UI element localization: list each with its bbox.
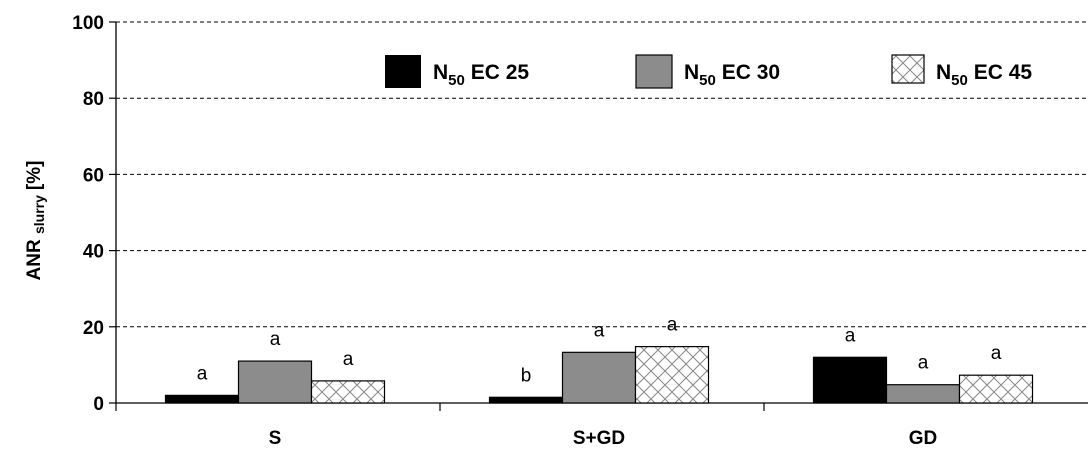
bar — [310, 380, 386, 404]
legend-label: N50 EC 25 — [433, 61, 529, 89]
bar — [561, 351, 637, 404]
y-tick-label: 100 — [72, 13, 104, 34]
significance-label: a — [197, 363, 208, 384]
legend-label-sub: 50 — [951, 72, 968, 89]
legend-swatch — [385, 55, 421, 88]
y-axis-title-main: ANR — [24, 234, 45, 280]
category-label: S — [269, 428, 282, 449]
legend-swatch — [891, 54, 925, 84]
legend-label-main: N — [936, 61, 951, 84]
legend: N50 EC 25 N50 EC 30 N50 EC 45 — [385, 54, 1032, 89]
significance-label: a — [594, 320, 605, 341]
axes: 0 20 40 60 80 100 ANR slurry [%] — [24, 13, 1088, 415]
significance-label: a — [343, 349, 354, 370]
bar — [634, 346, 710, 404]
bar — [164, 394, 240, 404]
bar — [237, 360, 313, 404]
labels: a a a Sb a a S+GD a a a GD — [197, 315, 1002, 449]
legend-label-rest: EC 25 — [465, 61, 530, 84]
y-tick-label: 60 — [83, 165, 104, 186]
significance-label: a — [845, 325, 856, 346]
legend-label: N50 EC 45 — [936, 61, 1032, 89]
significance-label: a — [667, 315, 678, 336]
bar — [488, 396, 564, 404]
y-axis-title-sub: slurry — [31, 195, 47, 234]
significance-label: a — [991, 343, 1002, 364]
legend-swatch — [635, 54, 673, 89]
category-label: GD — [909, 428, 938, 449]
legend-label-sub: 50 — [699, 72, 716, 89]
legend-label-rest: EC 30 — [716, 61, 780, 84]
grid-lines — [116, 21, 1088, 328]
significance-label: a — [918, 353, 929, 374]
legend-label: N50 EC 30 — [684, 61, 780, 89]
legend-label-main: N — [433, 61, 448, 84]
y-tick-label: 20 — [83, 318, 104, 339]
y-tick-label: 80 — [83, 89, 104, 110]
legend-label-sub: 50 — [448, 72, 465, 89]
y-axis-title: ANR slurry [%] — [24, 161, 47, 281]
category-label: S+GD — [573, 428, 625, 449]
y-axis-title-unit: [%] — [24, 161, 45, 191]
significance-label: a — [270, 329, 281, 350]
bar — [958, 374, 1034, 404]
y-tick-label: 0 — [93, 394, 104, 415]
bars — [164, 346, 1034, 404]
bar — [812, 356, 888, 404]
y-tick-label: 40 — [83, 242, 104, 263]
legend-label-main: N — [684, 61, 699, 84]
bar — [885, 384, 961, 404]
legend-label-rest: EC 45 — [968, 61, 1033, 84]
significance-label: b — [521, 365, 532, 386]
